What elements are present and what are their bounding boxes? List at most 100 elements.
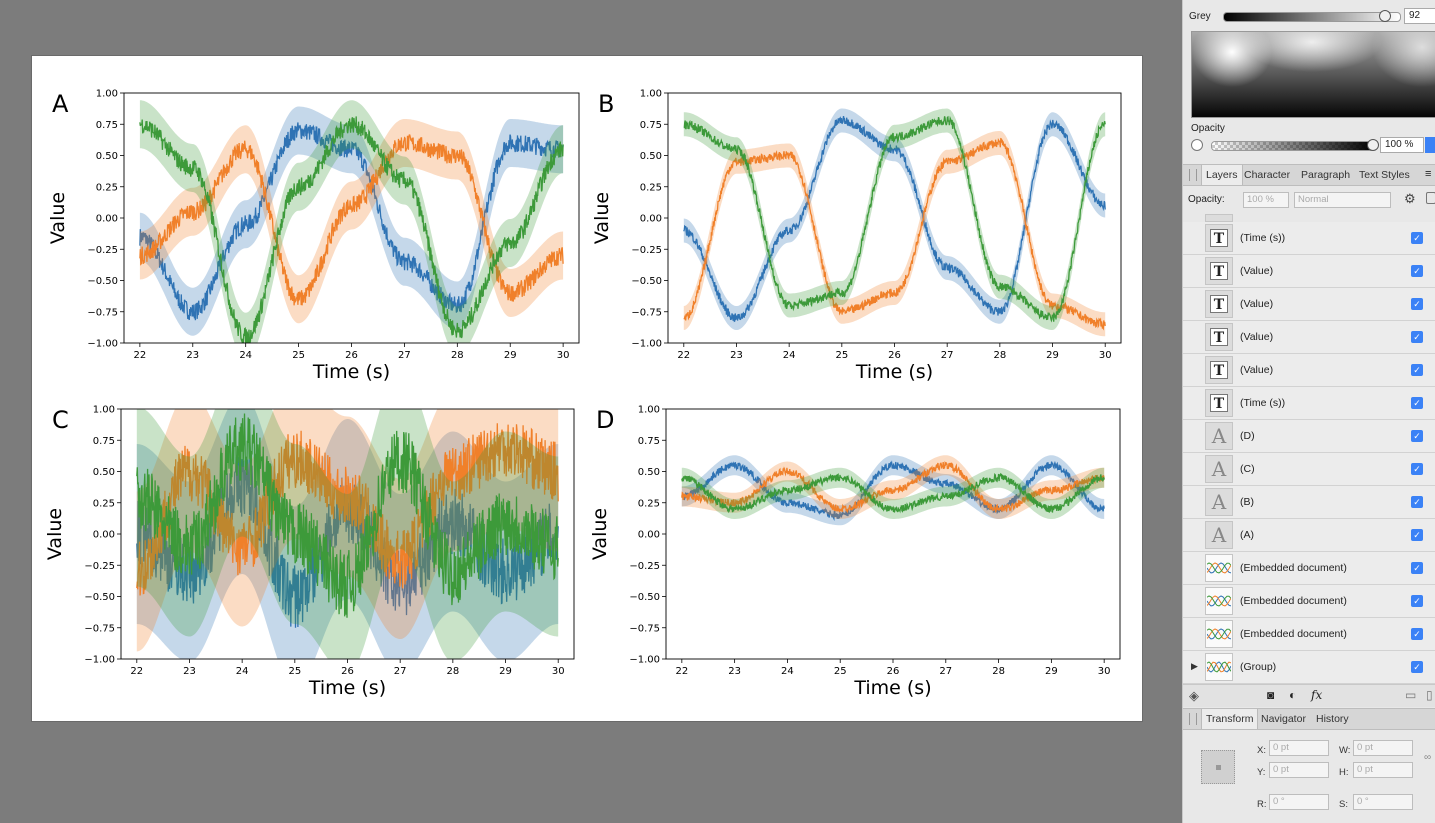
layer-row[interactable]: (Embedded document) ✓ — [1183, 552, 1435, 585]
document-page[interactable]: A −1.00 −0.75 −0.50 −0.25 0.00 0.25 0.50 0.75 1.0… — [32, 56, 1142, 721]
x-tick-label: 28 — [446, 666, 459, 677]
panel-menu-icon[interactable]: ≡ — [1425, 168, 1432, 180]
adjustment-icon[interactable]: ◐ — [1289, 688, 1297, 702]
y-axis-label: Value — [47, 192, 69, 244]
layer-row[interactable]: T (Time (s)) ✓ — [1183, 222, 1435, 255]
layers-opacity-field[interactable]: 100 % — [1243, 192, 1289, 208]
h-field[interactable]: 0 pt — [1353, 762, 1413, 778]
opacity-slider[interactable] — [1211, 141, 1375, 151]
settings-gear-icon[interactable]: ⚙ — [1404, 191, 1416, 206]
tab-transform[interactable]: Transform — [1201, 709, 1259, 729]
y-axis-label: Value — [44, 508, 66, 560]
layer-row[interactable]: T (Time (s)) ✓ — [1183, 387, 1435, 420]
visibility-checkbox[interactable]: ✓ — [1411, 529, 1423, 541]
layer-row[interactable]: (Embedded document) ✓ — [1183, 618, 1435, 651]
layer-name: (Embedded document) — [1240, 628, 1347, 640]
thumbnail-chart — [1207, 661, 1231, 673]
visibility-checkbox[interactable]: ✓ — [1411, 265, 1423, 277]
trash-icon[interactable]: ▯ — [1426, 688, 1433, 702]
layer-row[interactable]: (Embedded document) ✓ — [1183, 585, 1435, 618]
x-tick-label: 29 — [504, 350, 517, 361]
tab-paragraph[interactable]: Paragraph — [1301, 169, 1351, 181]
opacity-slider-handle[interactable] — [1367, 139, 1379, 151]
new-layer-icon[interactable]: ▭ — [1405, 688, 1417, 702]
y-field[interactable]: 0 pt — [1269, 762, 1329, 778]
series-line-orange — [683, 137, 1106, 331]
series-line-green — [136, 413, 559, 618]
x-field[interactable]: 0 pt — [1269, 740, 1329, 756]
layer-row[interactable]: T (Value) ✓ — [1183, 321, 1435, 354]
layers-stack-icon[interactable]: ◈ — [1189, 688, 1199, 703]
colour-preview-box[interactable] — [1191, 31, 1435, 118]
y-tick-label: 0.00 — [638, 530, 660, 541]
visibility-checkbox[interactable]: ✓ — [1411, 661, 1423, 673]
panel-grip-icon[interactable] — [1189, 713, 1197, 725]
expand-arrow-icon[interactable]: ▶ — [1191, 661, 1198, 671]
layer-row[interactable]: T (Value) ✓ — [1183, 288, 1435, 321]
opacity-dropdown-icon[interactable] — [1425, 137, 1435, 153]
blend-mode-select[interactable]: Normal — [1294, 192, 1391, 208]
visibility-checkbox[interactable]: ✓ — [1411, 628, 1423, 640]
visibility-checkbox[interactable]: ✓ — [1411, 331, 1423, 343]
x-tick-label: 30 — [557, 350, 570, 361]
w-field[interactable]: 0 pt — [1353, 740, 1413, 756]
tab-layers[interactable]: Layers — [1201, 165, 1243, 185]
visibility-checkbox[interactable]: ✓ — [1411, 595, 1423, 607]
y-tick-label: 0.00 — [93, 530, 115, 541]
layer-row[interactable]: T (Value) ✓ — [1183, 354, 1435, 387]
y-tick-label: 0.50 — [640, 151, 662, 162]
layer-row[interactable]: A (C) ✓ — [1183, 453, 1435, 486]
x-label: X: — [1257, 745, 1266, 756]
tab-character[interactable]: Character — [1244, 169, 1291, 181]
canvas-area[interactable]: A −1.00 −0.75 −0.50 −0.25 0.00 0.25 0.50 0.75 1.0… — [0, 0, 1182, 823]
grey-slider[interactable] — [1223, 12, 1401, 22]
x-tick-label: 25 — [292, 350, 305, 361]
y-axis-label: Value — [589, 508, 611, 560]
rotation-field[interactable]: 0 ° — [1269, 794, 1329, 810]
y-tick-label: 0.25 — [93, 498, 115, 509]
series-line-green — [681, 472, 1105, 514]
visibility-checkbox[interactable]: ✓ — [1411, 298, 1423, 310]
layer-name: (A) — [1240, 529, 1254, 541]
x-axis-label: Time (s) — [855, 361, 933, 383]
visibility-checkbox[interactable]: ✓ — [1411, 397, 1423, 409]
x-tick-label: 29 — [1045, 666, 1058, 677]
visibility-checkbox[interactable]: ✓ — [1411, 430, 1423, 442]
visibility-checkbox[interactable]: ✓ — [1411, 562, 1423, 574]
mask-icon[interactable]: ◙ — [1267, 688, 1275, 702]
layer-row[interactable]: A (A) ✓ — [1183, 519, 1435, 552]
visibility-checkbox[interactable]: ✓ — [1411, 496, 1423, 508]
x-tick-label: 23 — [186, 350, 199, 361]
anchor-center[interactable] — [1216, 765, 1221, 770]
no-fill-swatch-icon[interactable] — [1191, 139, 1203, 151]
layer-row[interactable]: ▶ (Group) ✓ — [1183, 651, 1435, 684]
layers-list[interactable]: T (Time (s)) ✓ T (Value) ✓ T (Value) ✓ T (Value) ✓ T… — [1183, 222, 1435, 684]
tab-history[interactable]: History — [1316, 713, 1349, 725]
link-icon[interactable]: ∞ — [1424, 752, 1432, 763]
tab-text-styles[interactable]: Text Styles — [1359, 169, 1410, 181]
artistic-text-glyph: A — [1211, 424, 1227, 448]
lock-icon[interactable] — [1426, 192, 1435, 204]
r-label: R: — [1257, 799, 1267, 810]
layer-row[interactable]: A (B) ✓ — [1183, 486, 1435, 519]
layer-name: (C) — [1240, 463, 1255, 475]
fx-icon[interactable]: fx — [1311, 688, 1323, 702]
thumbnail-line — [1207, 562, 1231, 574]
opacity-label: Opacity — [1191, 123, 1225, 134]
layer-row[interactable]: A (D) ✓ — [1183, 420, 1435, 453]
visibility-checkbox[interactable]: ✓ — [1411, 232, 1423, 244]
visibility-checkbox[interactable]: ✓ — [1411, 364, 1423, 376]
layer-row[interactable]: T (Value) ✓ — [1183, 255, 1435, 288]
visibility-checkbox[interactable]: ✓ — [1411, 463, 1423, 475]
tab-navigator[interactable]: Navigator — [1261, 713, 1306, 725]
opacity-value-field[interactable]: 100 % — [1380, 137, 1424, 153]
y-tick-label: 0.00 — [96, 214, 118, 225]
grey-slider-handle[interactable] — [1378, 10, 1391, 22]
x-tick-label: 26 — [888, 350, 901, 361]
grey-value-field[interactable]: 92 — [1404, 8, 1435, 24]
anchor-selector-icon[interactable] — [1201, 750, 1235, 784]
thumbnail-line — [1207, 661, 1231, 673]
layer-name: (Time (s)) — [1240, 397, 1286, 409]
shear-field[interactable]: 0 ° — [1353, 794, 1413, 810]
panel-grip-icon[interactable] — [1189, 169, 1197, 181]
